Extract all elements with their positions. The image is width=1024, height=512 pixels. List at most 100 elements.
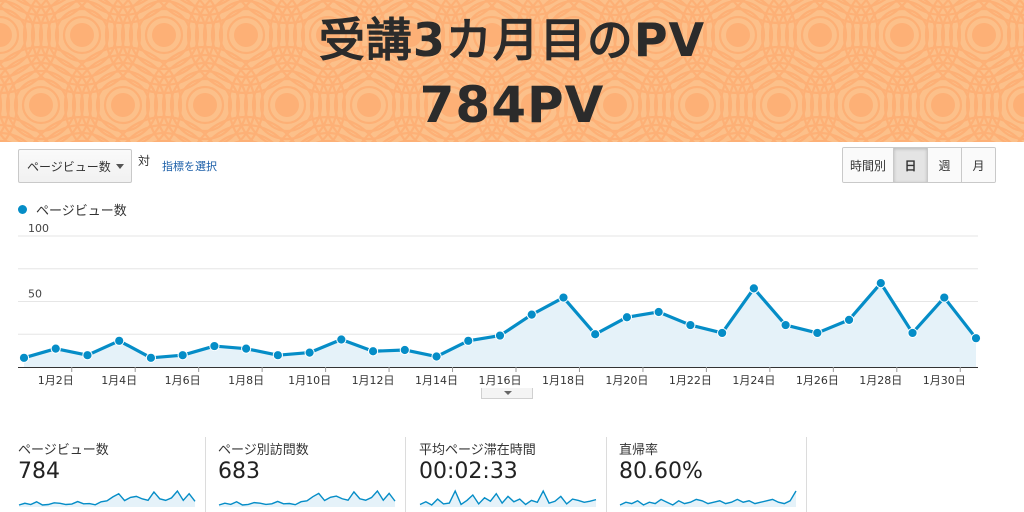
- metric-dropdown[interactable]: ページビュー数: [18, 149, 132, 183]
- data-point[interactable]: [114, 335, 125, 346]
- scorecard-bounce-rate[interactable]: 直帰率 80.60%: [619, 437, 807, 512]
- y-tick-label: 100: [28, 224, 49, 235]
- banner-circle: [524, 115, 624, 142]
- banner-circle: [801, 45, 921, 142]
- data-point[interactable]: [177, 350, 188, 361]
- series-area: [24, 283, 976, 367]
- data-point[interactable]: [463, 335, 474, 346]
- data-point[interactable]: [970, 333, 982, 344]
- banner-circle: [842, 0, 962, 95]
- banner-circle: [0, 0, 60, 95]
- banner-circle: [0, 45, 101, 142]
- banner-circle-pattern: [0, 0, 1024, 142]
- legend-dot-icon: [18, 205, 27, 214]
- banner-circle: [227, 45, 347, 142]
- sparkline-area: [620, 491, 796, 507]
- sparkline-area: [420, 491, 596, 507]
- data-point[interactable]: [336, 334, 347, 345]
- data-point[interactable]: [685, 319, 696, 331]
- banner-circle: [278, 115, 378, 142]
- data-point[interactable]: [875, 278, 886, 289]
- promo-banner: 受講3カ月目のPV 784PV: [0, 0, 1024, 142]
- scorecard-avg-time-on-page[interactable]: 平均ページ滞在時間 00:02:33: [419, 437, 607, 512]
- scorecard-value: 784: [18, 459, 60, 484]
- data-point[interactable]: [241, 343, 252, 354]
- data-point[interactable]: [780, 319, 791, 331]
- x-tick-label: 1月24日: [732, 374, 775, 387]
- data-point[interactable]: [717, 327, 728, 339]
- data-point[interactable]: [304, 347, 315, 358]
- x-tick-label: 1月12日: [352, 374, 395, 387]
- x-tick-label: 1月22日: [669, 374, 712, 387]
- data-point[interactable]: [653, 306, 664, 318]
- data-point[interactable]: [82, 350, 93, 361]
- banner-circle: [360, 115, 460, 142]
- data-point[interactable]: [558, 292, 569, 303]
- period-hourly-button[interactable]: 時間別: [843, 148, 893, 182]
- data-point[interactable]: [621, 312, 633, 323]
- banner-circle: [770, 115, 870, 142]
- data-point[interactable]: [50, 343, 61, 354]
- data-point[interactable]: [748, 283, 759, 294]
- sparkline-line: [18, 489, 196, 506]
- banner-circle: [637, 45, 757, 142]
- x-tick-label: 1月14日: [415, 374, 458, 387]
- chevron-down-icon: [116, 164, 124, 169]
- banner-circle: [442, 115, 542, 142]
- sparkline-area: [219, 491, 395, 507]
- data-point[interactable]: [272, 350, 283, 361]
- x-tick-label: 1月30日: [923, 374, 966, 387]
- banner-circle: [309, 45, 429, 142]
- data-point[interactable]: [812, 327, 823, 339]
- period-toggle-group: 時間別 日 週 月: [842, 147, 996, 183]
- scorecard-label: 直帰率: [619, 443, 659, 458]
- scorecard-label: 平均ページ滞在時間: [419, 443, 536, 458]
- scorecard-value: 00:02:33: [419, 459, 518, 484]
- x-tick-label: 1月6日: [165, 374, 201, 387]
- data-point[interactable]: [939, 292, 950, 303]
- chart-legend: ページビュー数: [18, 200, 127, 219]
- data-point[interactable]: [590, 329, 601, 340]
- scorecard-label: ページビュー数: [18, 443, 109, 458]
- data-point[interactable]: [907, 327, 918, 339]
- x-tick-label: 1月8日: [228, 374, 264, 387]
- data-point[interactable]: [209, 340, 220, 352]
- chart-collapse-handle[interactable]: [481, 388, 533, 399]
- banner-circle: [391, 45, 511, 142]
- sparkline-avg-time-on-page: [419, 489, 597, 507]
- banner-circle: [606, 115, 706, 142]
- banner-circle: [1006, 0, 1024, 77]
- scorecard-pageviews[interactable]: ページビュー数 784: [18, 437, 206, 512]
- x-tick-label: 1月4日: [101, 374, 137, 387]
- legend-label: ページビュー数: [36, 204, 127, 219]
- period-week-button[interactable]: 週: [927, 148, 961, 182]
- sparkline-area: [19, 491, 195, 507]
- data-point[interactable]: [526, 309, 537, 320]
- scorecard-unique-pageviews[interactable]: ページ別訪問数 683: [218, 437, 406, 512]
- banner-circle: [883, 45, 1003, 142]
- data-point[interactable]: [367, 346, 379, 357]
- choose-metric-link[interactable]: 指標を選択: [162, 160, 217, 173]
- banner-subtitle: 784PV: [419, 76, 605, 134]
- scorecard-value: 80.60%: [619, 459, 703, 484]
- period-month-button[interactable]: 月: [961, 148, 995, 182]
- banner-circle: [22, 0, 142, 95]
- x-tick-label: 1月10日: [288, 374, 331, 387]
- x-tick-label: 1月20日: [605, 374, 648, 387]
- banner-circle: [63, 45, 183, 142]
- sparkline-bounce-rate: [619, 490, 797, 507]
- data-point[interactable]: [399, 344, 410, 356]
- data-point[interactable]: [431, 351, 442, 362]
- pageviews-line-chart: 100 50 1月2日 1月4日 1月6日 1月8日 1月10日 1月12日 1月14日 1月16…: [18, 224, 982, 387]
- sparkline-pageviews: [18, 489, 196, 507]
- sparkline-unique-pageviews: [218, 489, 396, 507]
- data-point[interactable]: [18, 352, 30, 363]
- data-point[interactable]: [145, 352, 157, 363]
- banner-circle: [934, 115, 1024, 142]
- x-tick-label: 1月18日: [542, 374, 585, 387]
- x-tick-label: 1月26日: [796, 374, 839, 387]
- data-point[interactable]: [843, 314, 855, 325]
- data-point[interactable]: [494, 330, 506, 341]
- banner-circle: [32, 115, 132, 142]
- period-day-button[interactable]: 日: [893, 148, 927, 182]
